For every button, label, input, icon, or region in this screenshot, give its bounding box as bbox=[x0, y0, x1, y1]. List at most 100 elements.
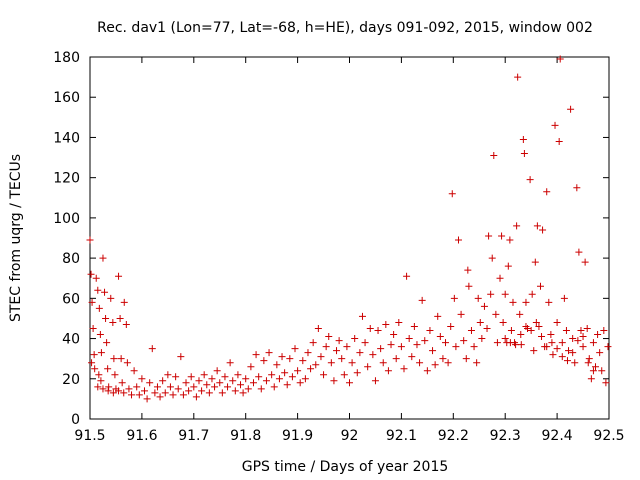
data-point bbox=[166, 383, 174, 391]
data-point bbox=[104, 365, 112, 373]
data-point bbox=[198, 387, 206, 395]
data-point bbox=[299, 357, 307, 365]
data-point bbox=[87, 270, 95, 278]
y-tick-label: 60 bbox=[62, 291, 80, 307]
data-point bbox=[192, 393, 200, 401]
data-point bbox=[581, 258, 589, 266]
data-point bbox=[151, 389, 159, 397]
data-point bbox=[291, 345, 299, 353]
data-point bbox=[133, 383, 141, 391]
data-point bbox=[288, 373, 296, 381]
data-point bbox=[421, 337, 429, 345]
data-point bbox=[444, 359, 452, 367]
data-point bbox=[571, 359, 579, 367]
data-point bbox=[330, 377, 338, 385]
data-point bbox=[177, 353, 185, 361]
data-point bbox=[514, 73, 522, 81]
data-point bbox=[530, 347, 538, 355]
data-point bbox=[526, 176, 534, 184]
data-point bbox=[426, 327, 434, 335]
data-point bbox=[224, 383, 232, 391]
data-point bbox=[205, 389, 213, 397]
data-points bbox=[86, 55, 612, 403]
data-point bbox=[573, 184, 581, 192]
data-point bbox=[348, 359, 356, 367]
data-point bbox=[283, 381, 291, 389]
data-point bbox=[506, 236, 514, 244]
data-point bbox=[275, 375, 283, 383]
data-point bbox=[314, 325, 322, 332]
data-point bbox=[115, 272, 123, 280]
data-point bbox=[86, 236, 94, 244]
y-axis-label: STEC from uqrg / TECUs bbox=[8, 154, 24, 322]
data-point bbox=[140, 387, 148, 395]
y-tick-label: 120 bbox=[53, 171, 80, 187]
data-point bbox=[117, 355, 125, 363]
data-point bbox=[116, 314, 124, 322]
data-point bbox=[203, 381, 211, 389]
plot-frame bbox=[89, 56, 610, 420]
axis-ticks bbox=[89, 56, 610, 420]
data-point bbox=[333, 347, 341, 355]
data-point bbox=[120, 298, 128, 306]
data-point bbox=[94, 383, 102, 391]
data-point bbox=[135, 391, 143, 399]
x-tick-label: 92.5 bbox=[593, 428, 624, 444]
data-point bbox=[448, 190, 456, 198]
data-point bbox=[260, 357, 268, 365]
data-point bbox=[200, 371, 208, 379]
data-point bbox=[304, 349, 312, 357]
data-point bbox=[589, 339, 597, 347]
data-point bbox=[565, 347, 573, 355]
data-point bbox=[454, 236, 462, 244]
data-point bbox=[547, 331, 555, 339]
data-point bbox=[231, 387, 239, 395]
data-point bbox=[257, 385, 265, 393]
data-point bbox=[416, 359, 424, 367]
data-point bbox=[429, 347, 437, 355]
data-point bbox=[584, 359, 592, 367]
x-tick-label: 92 bbox=[341, 428, 359, 444]
x-tick-label: 91.8 bbox=[230, 428, 261, 444]
data-point bbox=[221, 373, 229, 381]
data-point bbox=[509, 298, 517, 306]
data-point bbox=[322, 343, 330, 351]
data-point bbox=[498, 232, 506, 240]
data-point bbox=[379, 359, 387, 367]
data-point bbox=[351, 335, 359, 343]
x-tick-label: 91.5 bbox=[74, 428, 105, 444]
data-point bbox=[242, 375, 250, 383]
data-point bbox=[97, 377, 105, 385]
data-point bbox=[130, 367, 138, 375]
data-point bbox=[169, 391, 177, 399]
data-point bbox=[99, 254, 107, 262]
x-tick-label: 91.7 bbox=[178, 428, 209, 444]
data-point bbox=[234, 371, 242, 379]
data-point bbox=[579, 343, 587, 351]
data-point bbox=[548, 339, 556, 347]
x-tick-label: 92.2 bbox=[438, 428, 469, 444]
data-point bbox=[519, 135, 527, 143]
data-point bbox=[218, 389, 226, 397]
data-point bbox=[598, 367, 606, 375]
data-point bbox=[408, 353, 416, 361]
data-point bbox=[107, 294, 115, 302]
data-point bbox=[390, 331, 398, 339]
data-point bbox=[527, 327, 535, 335]
x-tick-label: 92.4 bbox=[542, 428, 573, 444]
data-point bbox=[111, 371, 119, 379]
data-point bbox=[103, 339, 111, 347]
data-point bbox=[395, 318, 403, 326]
data-point bbox=[562, 327, 570, 335]
data-point bbox=[128, 391, 136, 399]
data-point bbox=[179, 391, 187, 399]
data-point bbox=[413, 341, 421, 349]
data-point bbox=[493, 339, 501, 347]
y-tick-label: 180 bbox=[53, 50, 80, 66]
data-point bbox=[244, 385, 252, 393]
data-point bbox=[262, 377, 270, 385]
data-point bbox=[513, 222, 521, 230]
data-point bbox=[553, 345, 561, 353]
data-point bbox=[473, 359, 481, 367]
data-point bbox=[594, 331, 602, 339]
